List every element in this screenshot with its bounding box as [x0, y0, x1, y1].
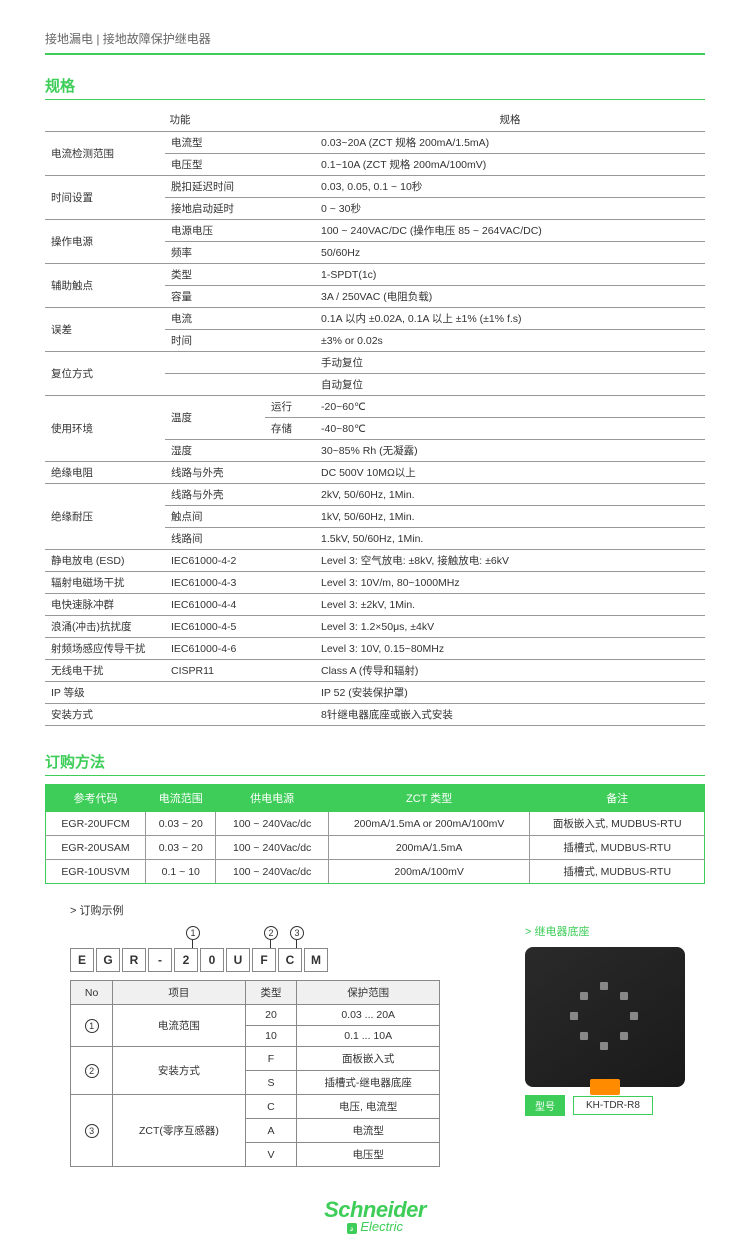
section-title-spec: 规格 [45, 75, 705, 100]
model-label: 型号 [525, 1095, 565, 1116]
header-divider [45, 53, 705, 55]
order-table: 参考代码电流范围供电电源ZCT 类型备注 EGR-20UFCM0.03 ~ 20… [45, 784, 705, 884]
breadcrumb: 接地漏电 | 接地故障保护继电器 [45, 30, 705, 53]
relay-base-title: 继电器底座 [525, 923, 705, 939]
spec-table: 功能规格 电流检测范围电流型0.03~20A (ZCT 规格 200mA/1.5… [45, 108, 705, 726]
code-boxes: 1 2 3 E G R - 2 0 U F C M [70, 948, 495, 972]
model-value: KH-TDR-R8 [573, 1096, 653, 1115]
decode-table: No项目类型保护范围 1电流范围200.03 ... 20A 100.1 ...… [70, 980, 440, 1167]
footer: Schneider 𝓈 Electric [45, 1197, 705, 1234]
section-title-order: 订购方法 [45, 751, 705, 776]
schneider-logo: Schneider 𝓈 Electric [324, 1197, 426, 1234]
relay-base-image [525, 947, 685, 1087]
example-label: > 订购示例 [70, 902, 705, 918]
relay-base-panel: 继电器底座 型号 KH-TDR-R8 [525, 923, 705, 1116]
